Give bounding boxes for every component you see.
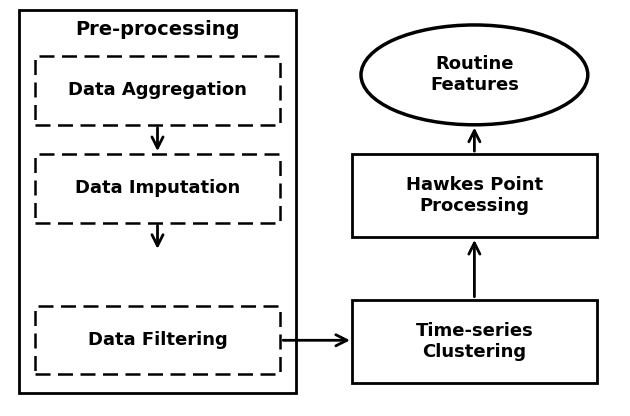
Bar (35, 154, 280, 223)
Text: Pre-processing: Pre-processing (75, 20, 240, 39)
Text: Data Aggregation: Data Aggregation (68, 82, 247, 99)
Bar (19, 10, 296, 393)
Text: Data Imputation: Data Imputation (75, 179, 240, 197)
Ellipse shape (361, 25, 588, 125)
Text: Hawkes Point
Processing: Hawkes Point Processing (406, 176, 543, 215)
Bar (352, 154, 597, 237)
Text: Routine
Features: Routine Features (430, 55, 519, 94)
Bar (35, 306, 280, 374)
Bar (35, 56, 280, 125)
Text: Time-series
Clustering: Time-series Clustering (416, 322, 533, 361)
Bar (352, 300, 597, 383)
Text: Data Filtering: Data Filtering (88, 331, 227, 349)
